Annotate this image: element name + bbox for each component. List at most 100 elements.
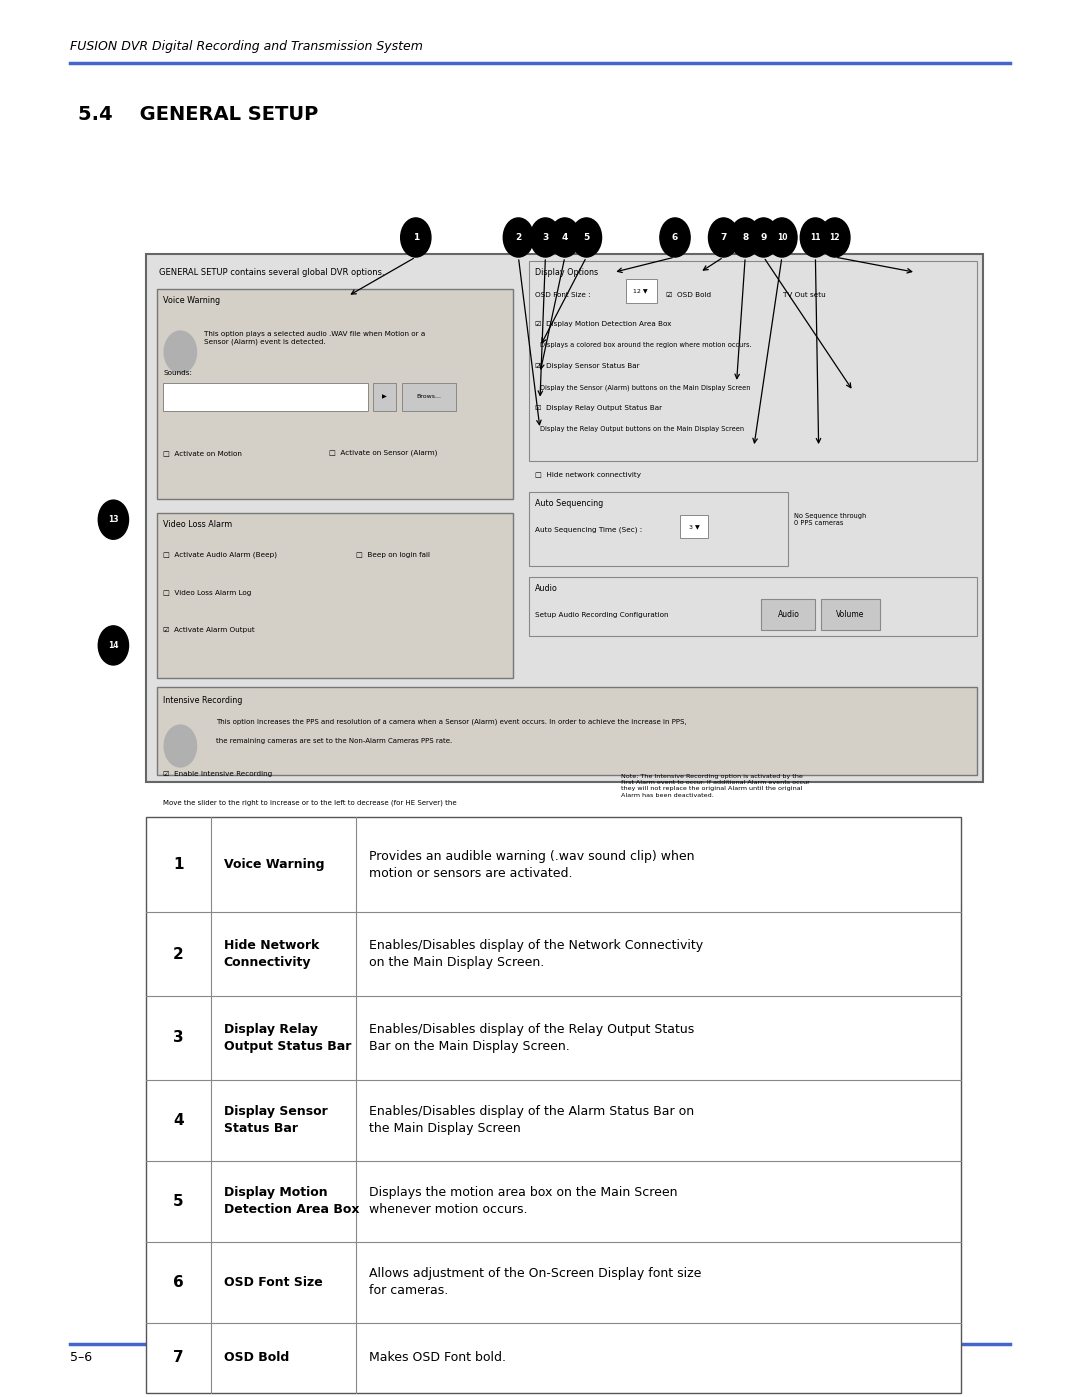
- Text: 7: 7: [173, 1351, 184, 1365]
- Circle shape: [708, 218, 739, 257]
- Text: 3: 3: [173, 1031, 184, 1045]
- Text: Non-Alarm Cameras :: Non-Alarm Cameras :: [163, 915, 240, 921]
- Text: Voice Warning: Voice Warning: [163, 296, 220, 305]
- Text: ☑  Activate Alarm Output: ☑ Activate Alarm Output: [163, 627, 255, 633]
- Text: 6: 6: [672, 233, 678, 242]
- Text: the remaining cameras are set to the Non-Alarm Cameras PPS rate.: the remaining cameras are set to the Non…: [216, 738, 453, 743]
- Circle shape: [462, 854, 473, 868]
- Text: 1: 1: [413, 233, 419, 242]
- FancyBboxPatch shape: [157, 513, 513, 678]
- Text: 5: 5: [583, 233, 590, 242]
- Text: 12 ▼: 12 ▼: [633, 288, 648, 293]
- Text: ☑  Enable Intensive Recording: ☑ Enable Intensive Recording: [163, 771, 272, 777]
- Circle shape: [748, 218, 779, 257]
- Text: 3: 3: [542, 233, 549, 242]
- Circle shape: [800, 218, 831, 257]
- FancyBboxPatch shape: [163, 383, 368, 411]
- Text: Voice Warning: Voice Warning: [224, 858, 324, 872]
- Circle shape: [530, 218, 561, 257]
- Text: 12: 12: [829, 233, 840, 242]
- Text: □  Hide network connectivity: □ Hide network connectivity: [535, 472, 640, 478]
- Text: Audio: Audio: [535, 584, 557, 592]
- Text: FUSION DVR Digital Recording and Transmission System: FUSION DVR Digital Recording and Transmi…: [70, 41, 423, 53]
- FancyBboxPatch shape: [529, 492, 788, 566]
- Text: Display Sensor
Status Bar: Display Sensor Status Bar: [224, 1105, 327, 1136]
- Text: 30: 30: [335, 887, 343, 893]
- Text: 30: 30: [450, 844, 459, 849]
- Text: ☑  Display Motion Detection Area Box: ☑ Display Motion Detection Area Box: [535, 321, 671, 327]
- Text: Duration:: Duration:: [559, 862, 593, 868]
- FancyBboxPatch shape: [373, 383, 396, 411]
- Text: 1: 1: [173, 935, 177, 940]
- Circle shape: [503, 218, 534, 257]
- Circle shape: [820, 218, 850, 257]
- Circle shape: [164, 331, 197, 373]
- Text: PPS (Pictures Per Second): PPS (Pictures Per Second): [308, 844, 393, 851]
- Text: 0: 0: [216, 844, 220, 849]
- Text: 5–6: 5–6: [70, 1351, 92, 1363]
- FancyBboxPatch shape: [761, 599, 815, 630]
- Text: 2: 2: [173, 947, 184, 961]
- Text: 7: 7: [720, 233, 727, 242]
- Text: □  Activate Audio Alarm (Beep): □ Activate Audio Alarm (Beep): [163, 552, 278, 559]
- Text: 6: 6: [173, 1275, 184, 1289]
- FancyBboxPatch shape: [477, 849, 548, 873]
- Text: OSD Font Size :: OSD Font Size :: [535, 292, 591, 298]
- Text: Pictures Per Second for both the Alarm Channel and the Non-Alarm Channels.: Pictures Per Second for both the Alarm C…: [163, 817, 434, 823]
- Text: Display Options: Display Options: [535, 268, 597, 277]
- Text: 13: 13: [108, 515, 119, 524]
- Circle shape: [767, 218, 797, 257]
- FancyBboxPatch shape: [157, 687, 977, 775]
- Text: Auto Sequencing Time (Sec) :: Auto Sequencing Time (Sec) :: [535, 527, 642, 534]
- Text: 10: 10: [777, 233, 787, 242]
- Text: 20 ▼: 20 ▼: [623, 858, 638, 863]
- FancyBboxPatch shape: [146, 817, 961, 1393]
- Text: Move the slider to the right to increase or to the left to decrease (for HE Serv: Move the slider to the right to increase…: [163, 799, 457, 806]
- Text: OSD Font Size: OSD Font Size: [224, 1275, 322, 1289]
- Text: This option plays a selected audio .WAV file when Motion or a
Sensor (Alarm) eve: This option plays a selected audio .WAV …: [204, 331, 426, 345]
- Circle shape: [98, 626, 129, 665]
- Text: Display the Sensor (Alarm) buttons on the Main Display Screen: Display the Sensor (Alarm) buttons on th…: [540, 384, 751, 391]
- Text: OSD Bold: OSD Bold: [224, 1351, 288, 1365]
- Text: 4: 4: [562, 233, 568, 242]
- Text: □  Beep on login fail: □ Beep on login fail: [356, 552, 431, 557]
- Text: 14: 14: [108, 641, 119, 650]
- Text: 8: 8: [742, 233, 748, 242]
- Text: 1: 1: [173, 858, 184, 872]
- Text: Displays the motion area box on the Main Screen
whenever motion occurs.: Displays the motion area box on the Main…: [369, 1186, 678, 1217]
- Text: Alarm Camera :: Alarm Camera :: [163, 869, 219, 875]
- Text: 3 ▼: 3 ▼: [689, 524, 700, 529]
- Text: No Sequence through
0 PPS cameras: No Sequence through 0 PPS cameras: [794, 513, 866, 527]
- Circle shape: [98, 500, 129, 539]
- Circle shape: [730, 218, 760, 257]
- Text: Display Relay
Output Status Bar: Display Relay Output Status Bar: [224, 1023, 351, 1053]
- Text: The Duration option specifies the amount of time to keep
the Intensive Recording: The Duration option specifies the amount…: [621, 865, 807, 882]
- Circle shape: [401, 218, 431, 257]
- Text: GENERAL SETUP contains several global DVR options.: GENERAL SETUP contains several global DV…: [159, 268, 384, 277]
- Text: Enables/Disables display of the Network Connectivity
on the Main Display Screen.: Enables/Disables display of the Network …: [369, 939, 703, 970]
- Text: 5: 5: [173, 1194, 184, 1208]
- Text: ☑  OSD Bold: ☑ OSD Bold: [666, 292, 712, 298]
- Text: TV Out setu: TV Out setu: [783, 292, 826, 298]
- Text: Audio: Audio: [778, 610, 799, 619]
- Text: Brows...: Brows...: [416, 394, 442, 400]
- Text: Makes OSD Font bold.: Makes OSD Font bold.: [369, 1351, 507, 1365]
- Text: Provides an audible warning (.wav sound clip) when
motion or sensors are activat: Provides an audible warning (.wav sound …: [369, 849, 694, 880]
- Text: Enables/Disables display of the Relay Output Status
Bar on the Main Display Scre: Enables/Disables display of the Relay Ou…: [369, 1023, 694, 1053]
- Text: 9: 9: [760, 233, 767, 242]
- FancyBboxPatch shape: [610, 849, 651, 873]
- Text: ′: ′: [337, 875, 339, 880]
- Text: Auto Sequencing: Auto Sequencing: [535, 499, 603, 507]
- Text: Hide Network
Connectivity: Hide Network Connectivity: [224, 939, 319, 970]
- FancyBboxPatch shape: [477, 894, 548, 918]
- Text: Display Motion
Detection Area Box: Display Motion Detection Area Box: [224, 1186, 359, 1217]
- FancyBboxPatch shape: [680, 515, 708, 538]
- Text: Resolution:: Resolution:: [475, 844, 512, 849]
- Text: ☑  Display Sensor Status Bar: ☑ Display Sensor Status Bar: [535, 363, 639, 369]
- Text: 11: 11: [810, 233, 821, 242]
- Text: Setup Audio Recording Configuration: Setup Audio Recording Configuration: [535, 612, 669, 617]
- Text: 360×240 ▼: 360×240 ▼: [495, 904, 529, 909]
- Text: □  Video Loss Alarm Log: □ Video Loss Alarm Log: [163, 590, 252, 595]
- FancyBboxPatch shape: [402, 383, 456, 411]
- Text: ☑  Display Relay Output Status Bar: ☑ Display Relay Output Status Bar: [535, 405, 662, 411]
